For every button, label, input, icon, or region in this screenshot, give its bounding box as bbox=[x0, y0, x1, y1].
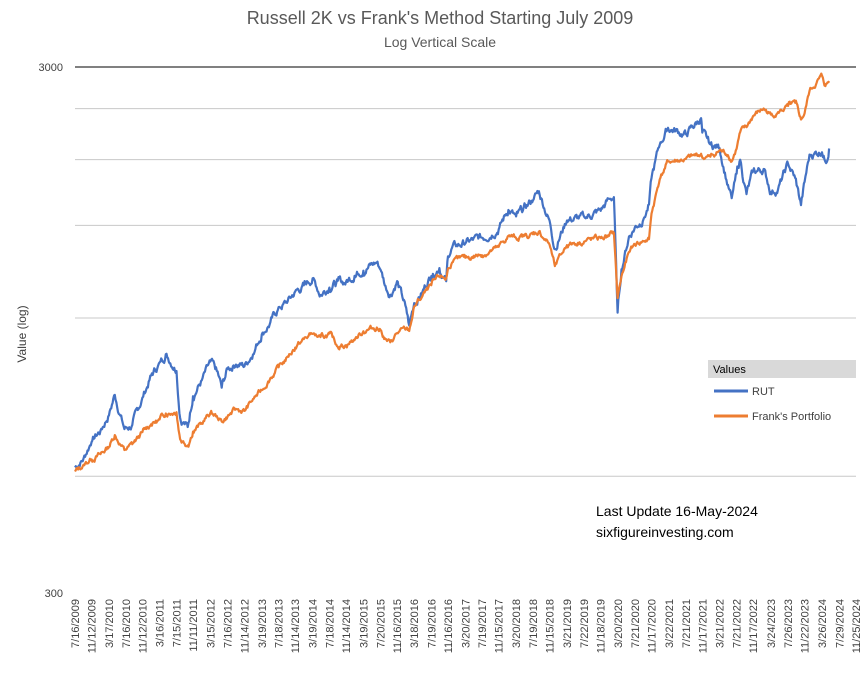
x-axis-ticks: 7/16/2009 11/12/2009 3/17/2010 7/16/2010 11/… bbox=[70, 599, 861, 653]
x-tick-label: 3/16/2011 bbox=[155, 599, 167, 647]
x-tick-label: 7/29/2024 bbox=[834, 599, 846, 648]
legend-label-rut: RUT bbox=[752, 386, 775, 398]
x-tick-label: 3/20/2020 bbox=[613, 599, 625, 648]
x-tick-label: 7/16/2010 bbox=[121, 599, 133, 648]
x-tick-label: 7/22/2019 bbox=[579, 599, 591, 648]
x-tick-label: 11/14/2012 bbox=[239, 599, 251, 653]
y-tick-label: 300 bbox=[45, 588, 63, 600]
x-tick-label: 7/21/2020 bbox=[630, 599, 642, 648]
x-tick-label: 3/18/2016 bbox=[409, 599, 421, 648]
chart-title: Russell 2K vs Frank's Method Starting Ju… bbox=[247, 8, 634, 28]
x-tick-label: 7/21/2022 bbox=[732, 599, 744, 648]
x-tick-label: 11/16/2015 bbox=[392, 599, 404, 653]
x-tick-label: 3/20/2018 bbox=[511, 599, 523, 648]
x-tick-label: 7/18/2013 bbox=[274, 599, 286, 648]
series-line-franks-portfolio bbox=[74, 72, 831, 473]
x-tick-label: 3/17/2010 bbox=[104, 599, 116, 648]
x-tick-label: 7/15/2011 bbox=[171, 599, 183, 647]
x-tick-label: 7/19/2018 bbox=[528, 599, 540, 648]
x-tick-label: 7/18/2014 bbox=[324, 599, 336, 648]
x-tick-label: 11/17/2022 bbox=[748, 599, 760, 653]
x-tick-label: 3/19/2015 bbox=[358, 599, 370, 648]
x-tick-label: 11/15/2017 bbox=[494, 599, 506, 653]
x-tick-label: 11/12/2009 bbox=[87, 599, 99, 653]
x-tick-label: 7/16/2012 bbox=[223, 599, 235, 648]
x-tick-label: 7/16/2009 bbox=[70, 599, 82, 648]
x-tick-label: 3/20/2017 bbox=[460, 599, 472, 648]
x-tick-label: 11/17/2020 bbox=[647, 599, 659, 653]
legend-label-franks-portfolio: Frank's Portfolio bbox=[752, 411, 831, 423]
x-tick-label: 11/14/2014 bbox=[341, 599, 353, 653]
x-tick-label: 11/11/2011 bbox=[188, 599, 200, 652]
x-tick-label: 11/22/2023 bbox=[800, 599, 812, 653]
x-tick-label: 11/15/2018 bbox=[545, 599, 557, 653]
site-url-note: sixfigureinvesting.com bbox=[596, 524, 734, 540]
x-tick-label: 3/19/2014 bbox=[308, 599, 320, 648]
x-tick-label: 7/26/2023 bbox=[783, 599, 795, 648]
x-tick-label: 11/25/2024 bbox=[851, 599, 861, 653]
legend: Values RUT Frank's Portfolio bbox=[708, 360, 856, 423]
x-tick-label: 11/12/2010 bbox=[137, 599, 149, 653]
x-tick-label: 3/26/2024 bbox=[817, 599, 829, 648]
x-tick-label: 3/15/2012 bbox=[205, 599, 217, 648]
last-update-note: Last Update 16-May-2024 bbox=[596, 503, 758, 519]
legend-title: Values bbox=[713, 364, 746, 376]
x-tick-label: 7/20/2015 bbox=[376, 599, 388, 648]
x-tick-label: 7/19/2016 bbox=[426, 599, 438, 648]
chart-subtitle: Log Vertical Scale bbox=[384, 34, 496, 50]
x-tick-label: 11/18/2019 bbox=[596, 599, 608, 653]
x-tick-label: 3/19/2013 bbox=[257, 599, 269, 648]
x-tick-label: 3/21/2022 bbox=[715, 599, 727, 648]
series-line-rut bbox=[74, 117, 831, 470]
y-tick-label: 3000 bbox=[39, 62, 63, 74]
x-tick-label: 7/21/2021 bbox=[681, 599, 693, 648]
gridlines bbox=[75, 66, 856, 477]
y-axis-ticks: 300 3000 bbox=[39, 62, 63, 600]
x-tick-label: 7/19/2017 bbox=[477, 599, 489, 648]
x-tick-label: 3/24/2023 bbox=[766, 599, 778, 648]
y-axis-title: Value (log) bbox=[15, 305, 29, 362]
legend-header-box bbox=[708, 360, 856, 378]
series-lines bbox=[74, 72, 831, 473]
x-tick-label: 11/14/2013 bbox=[290, 599, 302, 653]
x-tick-label: 11/17/2021 bbox=[697, 599, 709, 653]
x-tick-label: 11/16/2016 bbox=[443, 599, 455, 653]
x-tick-label: 3/22/2021 bbox=[664, 599, 676, 648]
x-tick-label: 3/21/2019 bbox=[562, 599, 574, 648]
